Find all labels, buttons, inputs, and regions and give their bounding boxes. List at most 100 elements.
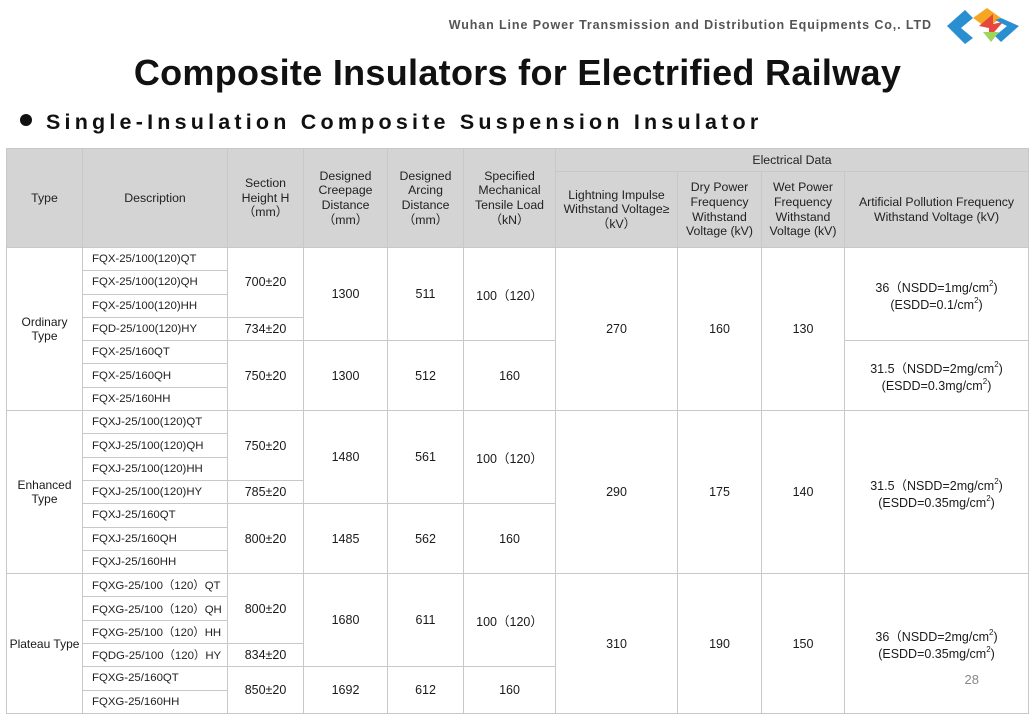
header-section-height: Section Height H（mm） [227, 148, 304, 248]
tensile-cell: 100（120） [463, 410, 556, 505]
pollution-close: ) [998, 362, 1003, 377]
description-cell: FQXJ-25/100(120)HY [82, 479, 228, 505]
description-cell: FQXG-25/160HH [82, 689, 228, 714]
company-logo [947, 8, 1019, 44]
description-cell: FQXG-25/100（120）HH [82, 619, 228, 645]
description-cell: FQXG-25/100（120）QH [82, 596, 228, 621]
description-cell: FQXJ-25/100(120)QH [82, 433, 228, 458]
dry-cell: 190 [677, 573, 762, 714]
arcing-cell: 612 [387, 666, 464, 714]
header-creepage: Designed Creepage Distance （mm） [303, 148, 388, 248]
creepage-cell: 1692 [303, 666, 388, 714]
description-cell: FQXJ-25/160QT [82, 503, 228, 528]
pollution-close2: ) [987, 379, 992, 394]
header-electrical: Electrical Data [554, 148, 1030, 172]
table-row: FQX-25/100(120)QH [7, 270, 1029, 295]
table-row: FQXG-25/160HH [7, 689, 1029, 714]
table-row: Plateau Type FQXG-25/100（120）QT 800±20 1680… [6, 573, 1030, 714]
wet-cell: 130 [761, 246, 845, 412]
page-number: 28 [964, 672, 979, 687]
header-lightning: Lightning Impulse Withstand Voltage≥（kV） [555, 171, 678, 248]
subtitle-text: Single-Insulation Composite Suspension I… [46, 110, 763, 134]
description-cell: FQD-25/100(120)HY [82, 316, 228, 342]
header-description: Description [82, 148, 228, 248]
header-tensile: Specified Mechanical Tensile Load （kN） [463, 148, 556, 248]
section-height-cell: 700±20 [227, 247, 304, 318]
pollution-line2: (ESDD=0.35mg/cm [878, 495, 987, 510]
company-name: Wuhan Line Power Transmission and Distri… [448, 18, 932, 32]
bullet-icon [20, 114, 32, 126]
pollution-sup: 2 [994, 476, 999, 486]
wet-cell: 140 [761, 410, 845, 575]
description-cell: FQX-25/100(120)QH [82, 270, 228, 295]
table-row: FQXG-25/100（120）QH [7, 596, 1029, 621]
arcing-cell: 611 [387, 573, 464, 668]
arcing-cell: 511 [387, 246, 464, 342]
table-body: Ordinary Type FQX-25/100(120)QT 700±20 1300… [6, 246, 1030, 714]
dry-cell: 175 [677, 410, 762, 575]
section-height-cell: 800±20 [227, 573, 304, 645]
type-cell: Ordinary Type [6, 246, 83, 412]
pollution-sup2: 2 [982, 377, 988, 387]
creepage-cell: 1485 [303, 503, 388, 575]
section-subtitle: Single-Insulation Composite Suspension I… [20, 110, 762, 135]
description-cell: FQXJ-25/160QH [82, 526, 228, 551]
description-cell: FQX-25/100(120)QT [82, 246, 228, 272]
header-dry: Dry Power Frequency Withstand Voltage (k… [677, 171, 762, 248]
pollution-sup: 2 [988, 628, 994, 638]
header-type: Type [6, 148, 83, 248]
tensile-cell: 100（120） [463, 246, 556, 342]
pollution-value: 31.5（NSDD=2mg/cm [870, 362, 995, 377]
pollution-cell: 31.5（NSDD=2mg/cm2) (ESDD=0.35mg/cm2) [843, 410, 1030, 575]
tensile-cell: 160 [463, 666, 556, 714]
arcing-cell: 512 [387, 340, 464, 412]
table-row: Enhanced Type FQXJ-25/100(120)QT 750±20 148… [6, 410, 1030, 575]
table-row: FQXJ-25/100(120)HH [7, 456, 1029, 481]
table-row: FQXJ-25/100(120)HY 785±20 [7, 479, 1029, 505]
table-row: FQXJ-25/160QH [7, 526, 1029, 551]
pollution-close2: ) [978, 297, 983, 312]
pollution-value: 36（NSDD=2mg/cm [875, 630, 989, 645]
creepage-cell: 1300 [303, 340, 388, 412]
lightning-cell: 290 [555, 410, 678, 575]
pollution-cell: 31.5（NSDD=2mg/cm2) (ESDD=0.3mg/cm2) [843, 340, 1030, 412]
arcing-cell: 561 [387, 410, 464, 505]
description-cell: FQXG-25/100（120）QT [82, 573, 228, 598]
table-row: Ordinary Type FQX-25/100(120)QT 700±20 1300… [6, 246, 1030, 412]
type-cell: Enhanced Type [6, 410, 83, 575]
pollution-sup: 2 [994, 360, 999, 370]
description-cell: FQXG-25/160QT [82, 666, 228, 691]
description-cell: FQXJ-25/160HH [82, 549, 228, 575]
section-height-cell: 750±20 [227, 340, 304, 412]
pollution-sup2: 2 [986, 493, 991, 503]
tensile-cell: 100（120） [463, 573, 556, 668]
tensile-cell: 160 [463, 340, 556, 412]
description-cell: FQX-25/160QH [82, 363, 228, 388]
pollution-cell: 36（NSDD=1mg/cm2) (ESDD=0.1/cm2) [843, 246, 1030, 342]
arcing-cell: 562 [387, 503, 464, 575]
table-row: FQXG-25/160QT 850±20 1692 612 160 [7, 666, 1029, 714]
pollution-sup2: 2 [974, 295, 979, 305]
creepage-cell: 1680 [303, 573, 388, 668]
table-row: FQD-25/100(120)HY 734±20 [7, 316, 1029, 342]
section-height-cell: 750±20 [227, 410, 304, 481]
table-row: FQXJ-25/160HH [7, 549, 1029, 575]
header-wet: Wet Power Frequency Withstand Voltage (k… [761, 171, 845, 248]
description-cell: FQX-25/160QT [82, 340, 228, 365]
dry-cell: 160 [677, 246, 762, 412]
type-cell: Plateau Type [6, 573, 83, 714]
table-row: FQX-25/160QT 750±20 1300 512 160 31.5（NSDD=2m… [7, 340, 1030, 412]
pollution-close2: ) [990, 647, 995, 662]
section-height-cell: 850±20 [227, 666, 304, 714]
description-cell: FQXJ-25/100(120)HH [82, 456, 228, 481]
pollution-close2: ) [990, 495, 995, 510]
pollution-close: ) [993, 630, 998, 645]
table-row: FQXJ-25/100(120)QH [7, 433, 1029, 458]
wet-cell: 150 [761, 573, 845, 714]
description-cell: FQXJ-25/100(120)QT [82, 410, 228, 435]
tensile-cell: 160 [463, 503, 556, 575]
pollution-value: 31.5（NSDD=2mg/cm [870, 478, 995, 493]
header-pollution: Artificial Pollution Frequency Withstand… [843, 171, 1030, 248]
pollution-line2: (ESDD=0.35mg/cm [878, 647, 987, 662]
pollution-line2: (ESDD=0.1/cm [890, 297, 975, 312]
